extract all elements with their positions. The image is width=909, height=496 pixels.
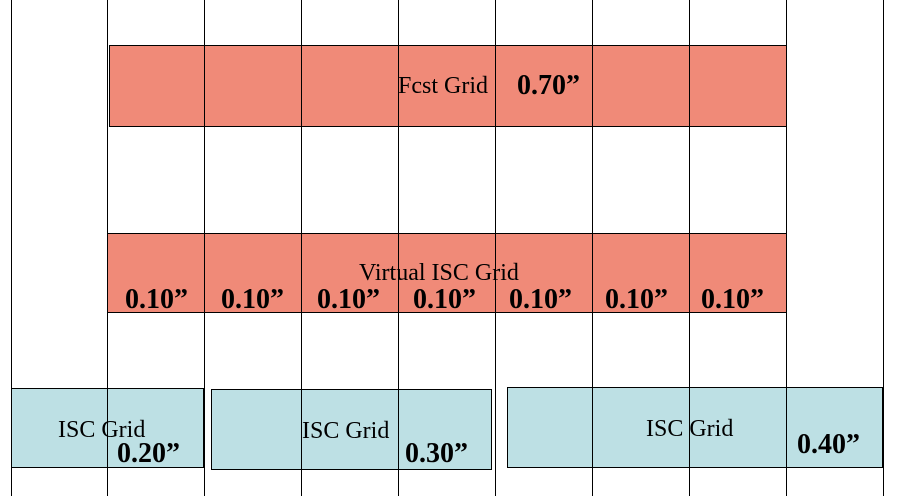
- virtual-cell-value: 0.10”: [509, 284, 572, 315]
- isc-grid-label-2: ISC Grid: [302, 418, 390, 444]
- virtual-cell-value: 0.10”: [125, 284, 188, 315]
- virtual-isc-grid-box: [107, 233, 787, 313]
- virtual-cell-value: 0.10”: [317, 284, 380, 315]
- virtual-isc-grid-label: Virtual ISC Grid: [359, 260, 519, 286]
- grid-line: [398, 0, 399, 496]
- grid-line: [689, 0, 690, 496]
- isc-grid-value-2: 0.30”: [405, 438, 468, 469]
- grid-line: [786, 0, 787, 496]
- isc-grid-value-3: 0.40”: [797, 429, 860, 460]
- grid-line: [107, 0, 108, 496]
- grid-line: [592, 0, 593, 496]
- isc-grid-label-1: ISC Grid: [58, 417, 146, 443]
- grid-line: [883, 0, 884, 496]
- grid-line: [301, 0, 302, 496]
- virtual-cell-value: 0.10”: [605, 284, 668, 315]
- fcst-grid-value: 0.70”: [517, 70, 580, 101]
- isc-grid-value-1: 0.20”: [117, 438, 180, 469]
- isc-grid-box-3: [507, 387, 883, 468]
- virtual-cell-value: 0.10”: [221, 284, 284, 315]
- fcst-grid-label: Fcst Grid: [398, 73, 488, 99]
- grid-line: [204, 0, 205, 496]
- virtual-cell-value: 0.10”: [701, 284, 764, 315]
- grid-line: [495, 0, 496, 496]
- virtual-cell-value: 0.10”: [413, 284, 476, 315]
- isc-grid-box-2: [211, 389, 492, 470]
- grid-line: [11, 0, 12, 496]
- fcst-grid-box: [109, 45, 787, 127]
